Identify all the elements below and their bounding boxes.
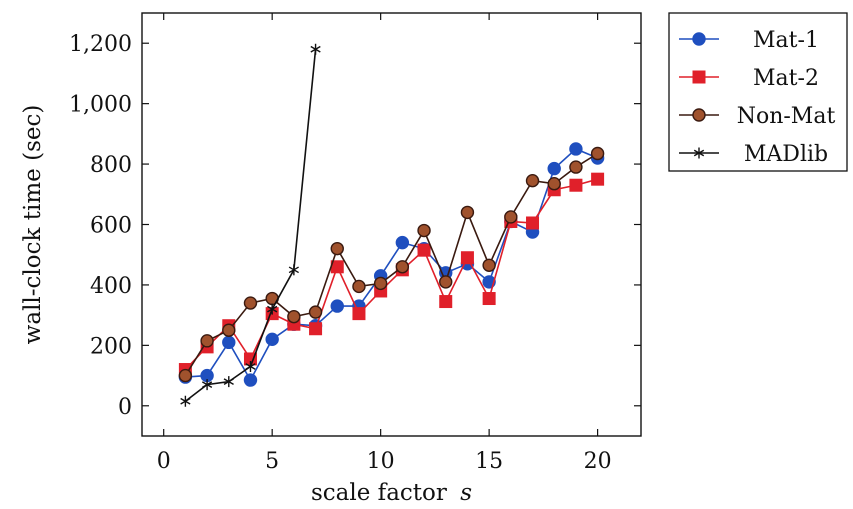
y-tick-label: 1,200 <box>69 32 132 57</box>
data-point-non-mat <box>460 205 475 220</box>
data-point-madlib <box>223 376 234 388</box>
data-point-madlib <box>245 361 256 373</box>
legend-label-madlib: MADlib <box>744 142 828 167</box>
data-point-mat-1 <box>395 235 410 250</box>
data-point-mat-2 <box>482 292 496 306</box>
data-point-madlib <box>267 303 278 315</box>
data-point-mat-2 <box>309 322 323 336</box>
legend-item-non-mat: Non-Mat <box>679 104 835 129</box>
data-point-mat-1 <box>222 335 236 350</box>
data-point-mat-2 <box>526 216 540 230</box>
legend-marker-mat-1 <box>692 32 706 46</box>
data-point-non-mat <box>222 323 236 337</box>
data-point-non-mat <box>504 210 518 224</box>
x-tick-label: 10 <box>367 449 395 474</box>
legend-marker-mat-2 <box>692 70 706 84</box>
data-point-madlib <box>288 264 299 276</box>
data-point-mat-2 <box>591 172 605 186</box>
x-tick-label: 20 <box>584 449 612 474</box>
data-point-mat-1 <box>265 332 279 347</box>
data-point-non-mat <box>200 334 214 348</box>
legend-marker-non-mat <box>692 108 706 122</box>
legend-label-mat-1: Mat-1 <box>753 28 819 53</box>
data-point-mat-2 <box>569 178 583 192</box>
series-line-non-mat <box>184 152 599 376</box>
x-tick-label: 5 <box>265 449 279 474</box>
data-point-non-mat <box>287 309 301 324</box>
data-point-non-mat <box>308 305 323 319</box>
y-tick-label: 600 <box>90 214 132 239</box>
x-axis-title: scale factor s <box>311 480 472 506</box>
data-point-non-mat <box>590 146 605 161</box>
data-point-non-mat <box>178 368 193 383</box>
data-point-mat-1 <box>547 161 561 176</box>
series-mat-1 <box>178 142 605 387</box>
data-point-non-mat <box>439 275 453 289</box>
x-tick-label: 0 <box>157 449 171 474</box>
data-point-mat-2 <box>417 243 431 257</box>
series-non-mat <box>178 146 605 383</box>
series-madlib <box>180 43 321 407</box>
data-point-mat-2 <box>439 295 453 309</box>
plot-frame <box>141 12 642 437</box>
legend-marker-madlib <box>693 147 705 159</box>
legend-item-mat-2: Mat-2 <box>679 66 819 91</box>
data-point-non-mat <box>243 296 258 310</box>
y-tick-label: 0 <box>118 395 132 420</box>
y-tick-label: 200 <box>90 334 132 359</box>
data-point-non-mat <box>373 276 388 291</box>
series-mat-2 <box>178 172 605 377</box>
data-point-non-mat <box>352 279 366 294</box>
data-point-non-mat <box>330 241 344 256</box>
x-tick-label: 15 <box>475 449 503 474</box>
legend-label-non-mat: Non-Mat <box>737 104 836 129</box>
data-point-madlib <box>180 395 191 407</box>
x-axis-title-variable: s <box>460 480 472 506</box>
data-point-non-mat <box>525 173 540 188</box>
data-point-mat-1 <box>243 373 258 387</box>
data-point-mat-2 <box>352 307 366 321</box>
legend-item-mat-1: Mat-1 <box>679 28 819 53</box>
data-point-mat-1 <box>569 142 583 156</box>
data-point-madlib <box>201 379 213 391</box>
data-point-non-mat <box>547 177 561 191</box>
data-point-mat-1 <box>330 299 344 313</box>
legend-item-madlib: MADlib <box>679 142 828 167</box>
data-point-madlib <box>310 43 321 55</box>
data-point-non-mat <box>482 258 496 272</box>
legend-label-mat-2: Mat-2 <box>753 66 819 91</box>
y-tick-label: 1,000 <box>69 93 132 118</box>
y-tick-label: 400 <box>90 274 132 299</box>
data-point-non-mat <box>569 160 583 174</box>
data-point-non-mat <box>395 260 410 274</box>
x-axis-title-text: scale factor <box>311 480 447 506</box>
data-point-mat-1 <box>482 275 496 289</box>
y-tick-label: 800 <box>90 153 132 178</box>
data-point-non-mat <box>417 223 431 238</box>
y-axis-title: wall-clock time (sec) <box>20 105 46 345</box>
data-point-mat-2 <box>460 251 474 265</box>
